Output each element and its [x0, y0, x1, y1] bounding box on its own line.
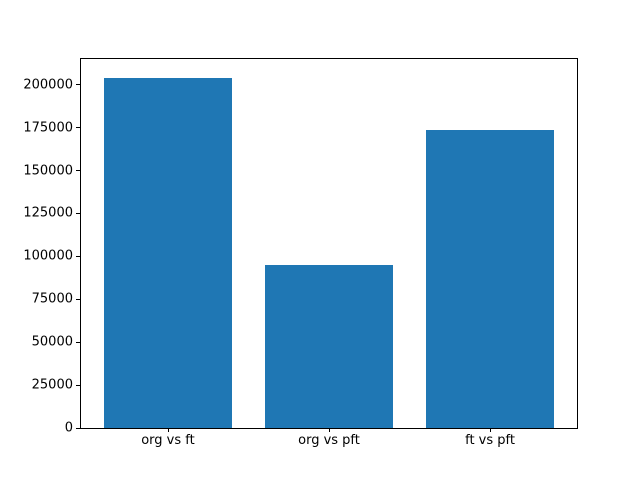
- bar-org-vs-ft: [103, 77, 233, 428]
- x-tick-label: org vs pft: [298, 433, 360, 448]
- y-tick-mark: [76, 84, 80, 86]
- y-tick-label: 50000: [31, 334, 73, 350]
- y-tick-mark: [76, 298, 80, 300]
- x-tick-label: ft vs pft: [465, 433, 515, 448]
- x-tick-mark: [490, 428, 492, 432]
- y-tick-mark: [76, 341, 80, 343]
- x-tick-mark: [167, 428, 169, 432]
- x-tick-mark: [329, 428, 330, 432]
- plot-area: [76, 58, 578, 432]
- y-tick-mark: [76, 170, 80, 172]
- x-tick-label: org vs ft: [141, 433, 195, 448]
- bar-org-vs-pft: [264, 264, 394, 428]
- y-tick-mark: [76, 384, 80, 386]
- y-tick-mark: [76, 255, 80, 257]
- bar-ft-vs-pft: [425, 130, 555, 428]
- y-tick-mark: [76, 127, 80, 129]
- y-tick-label: 0: [64, 420, 73, 436]
- y-tick-label: 150000: [23, 163, 73, 179]
- y-tick-label: 75000: [31, 291, 73, 307]
- y-tick-mark: [76, 427, 80, 429]
- y-tick-label: 125000: [23, 205, 73, 221]
- y-tick-label: 100000: [23, 248, 73, 264]
- y-tick-mark: [76, 212, 80, 214]
- y-tick-label: 175000: [23, 120, 73, 136]
- y-tick-label: 25000: [31, 377, 73, 393]
- y-tick-label: 200000: [23, 77, 73, 93]
